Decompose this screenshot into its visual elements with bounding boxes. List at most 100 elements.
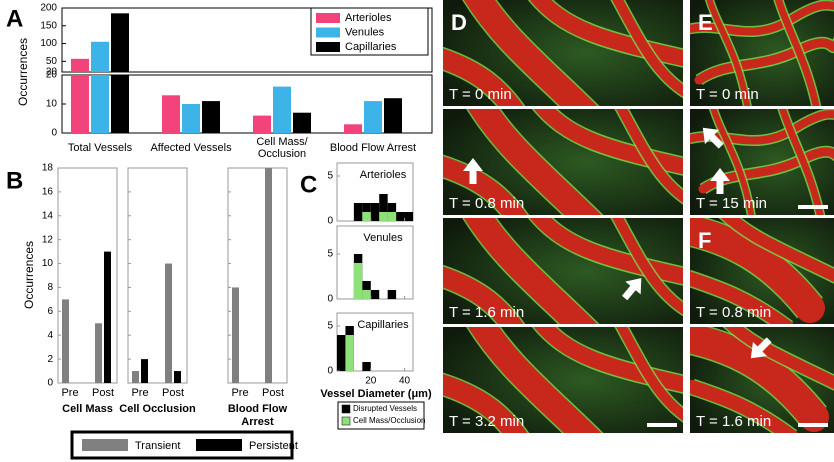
arrow [702,127,724,149]
hist-bar [362,212,371,221]
y-tick-label: 5 [327,321,333,332]
bar [253,115,271,133]
bar [232,287,239,383]
hist-bar [362,290,371,299]
plot-frame [127,167,188,384]
hist-bar [353,263,363,299]
hist-bar [345,335,354,371]
y-tick-label: 100 [40,38,57,49]
bar [95,323,102,383]
bar [273,86,291,133]
x-tick-label: Affected Vessels [150,142,232,154]
y-tick-label: 0 [327,294,333,305]
bar [104,251,111,383]
plot-frame [227,167,288,384]
hist-bar [404,212,413,221]
legend-swatch [316,13,340,23]
bar [62,299,69,383]
bar [265,168,272,383]
legend-label: Transient [135,440,180,452]
y-tick-label: 50 [46,56,58,67]
panel-title: Cell Mass [62,403,113,415]
y-axis-label: Occurrences [22,241,36,309]
x-tick-label: Blood Flow Arrest [329,142,417,154]
vessel [690,218,825,323]
legend-swatch [341,404,351,414]
x-tick-label: Post [162,387,184,399]
bar [202,101,220,133]
vessel [720,218,834,283]
bar [182,104,200,133]
vessel [690,271,794,324]
vessel [467,327,602,433]
hist-bar [379,194,388,221]
y-tick-label: 18 [42,163,54,174]
micrograph-frame: T = 3.2 min [443,327,683,433]
hist-bar [379,212,388,221]
vessel [612,0,683,97]
vessel [463,0,598,106]
time-label: T = 0 min [449,86,512,103]
legend-label: Venules [345,26,385,38]
legend-swatch [82,439,128,451]
vessel [706,0,751,106]
panel-title: Cell Occlusion [119,403,196,415]
micrograph-frame: D T = 0 min [443,0,683,106]
bar-upper [111,13,129,73]
y-tick-label: 10 [42,258,54,269]
vessel [724,327,834,390]
time-label: T = 0 min [696,86,759,103]
vessel [529,218,683,285]
y-tick-label: 12 [42,234,54,245]
bar-upper [71,58,89,72]
vessel [443,374,528,433]
panel-label: B [6,167,23,194]
title-backdrop [355,230,411,245]
vessel [443,48,524,106]
y-tick-label: 150 [40,20,57,31]
panel-label: D [451,10,467,35]
vessel [443,266,524,324]
panel-label: E [698,10,713,35]
y-axis-label: Occurrences [16,38,30,106]
bar [364,101,382,133]
vessel [533,327,683,393]
legend-label: Persistent [249,440,298,452]
vessel [533,109,683,175]
x-tick-label: 20 [365,376,377,387]
bar [344,124,362,133]
legend-swatch [316,42,340,52]
x-tick-label: Pre [131,387,148,399]
y-tick-label: 0 [47,378,53,389]
legend-label: Arterioles [345,12,392,24]
bar [132,371,139,383]
title-backdrop [355,167,411,182]
vessel [529,0,683,67]
panel-label: A [6,5,23,32]
y-tick-label: 8 [47,282,53,293]
y-tick-label: 2 [47,354,53,365]
y-tick-label: 20 [46,70,58,81]
hist-bar [387,290,397,299]
arrow [750,337,772,359]
x-tick-label: 40 [399,376,411,387]
legend-swatch [196,439,242,451]
bar [162,95,180,133]
y-tick-label: 5 [327,171,333,182]
legend-swatch [316,27,340,38]
time-label: T = 3.2 min [449,413,524,430]
micrograph-frame: T = 15 min [690,109,834,215]
hist-bar [370,290,380,299]
panel-label: F [698,228,711,253]
panel-label: C [300,171,317,198]
arrow [621,278,642,301]
bar [165,263,172,383]
legend-label: Cell Mass/Occlusion [353,416,425,425]
hist-bar [337,335,346,371]
vessel [778,109,824,215]
hist-bar [396,212,405,221]
x-tick-label: Cell Mass/ Occlusion [256,136,308,160]
bar [91,75,109,133]
